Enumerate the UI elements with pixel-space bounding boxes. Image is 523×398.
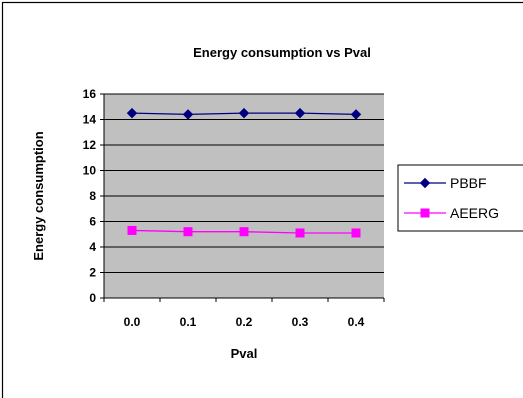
y-tick-label: 4	[89, 240, 96, 254]
x-tick-label: 0.3	[292, 315, 309, 329]
legend: PBBF AEERG	[404, 175, 499, 221]
y-tick-label: 2	[89, 266, 96, 280]
data-point	[294, 107, 306, 119]
data-point	[183, 227, 193, 237]
data-point	[351, 228, 361, 238]
legend-label: AEERG	[450, 205, 499, 221]
data-point	[295, 228, 305, 238]
series-pbbf	[126, 107, 362, 120]
legend-label: PBBF	[450, 175, 487, 191]
x-axis-label: Pval	[231, 346, 258, 361]
legend-box	[397, 164, 523, 232]
legend-item-pbbf: PBBF	[404, 175, 487, 191]
data-point	[238, 107, 250, 119]
legend-item-aeerg: AEERG	[404, 205, 499, 221]
y-axis-ticks: 0 2 4 6 8 10 12 14 16	[83, 87, 104, 305]
y-tick-label: 10	[83, 164, 97, 178]
data-point	[182, 109, 194, 120]
x-tick-label: 0.1	[180, 315, 197, 329]
data-point	[127, 225, 137, 235]
chart-title: Energy consumption vs Pval	[193, 45, 371, 60]
legend-marker	[420, 208, 430, 218]
series-layer	[126, 107, 362, 238]
x-tick-label: 0.0	[124, 315, 141, 329]
y-tick-label: 14	[83, 113, 97, 127]
x-tick-label: 0.4	[348, 315, 365, 329]
y-axis-label: Energy consumption	[31, 131, 46, 260]
series-aeerg	[127, 225, 361, 238]
data-point	[126, 107, 138, 119]
gridlines	[104, 93, 384, 273]
data-point	[239, 227, 249, 237]
data-point	[350, 109, 362, 120]
legend-marker	[419, 177, 431, 189]
y-tick-label: 8	[89, 189, 96, 203]
y-tick-label: 12	[83, 138, 97, 152]
x-tick-label: 0.2	[236, 315, 253, 329]
y-tick-label: 16	[83, 87, 97, 101]
x-axis-ticks: 0.0 0.1 0.2 0.3 0.4	[103, 298, 385, 329]
y-tick-label: 6	[89, 215, 96, 229]
y-tick-label: 0	[89, 291, 96, 305]
